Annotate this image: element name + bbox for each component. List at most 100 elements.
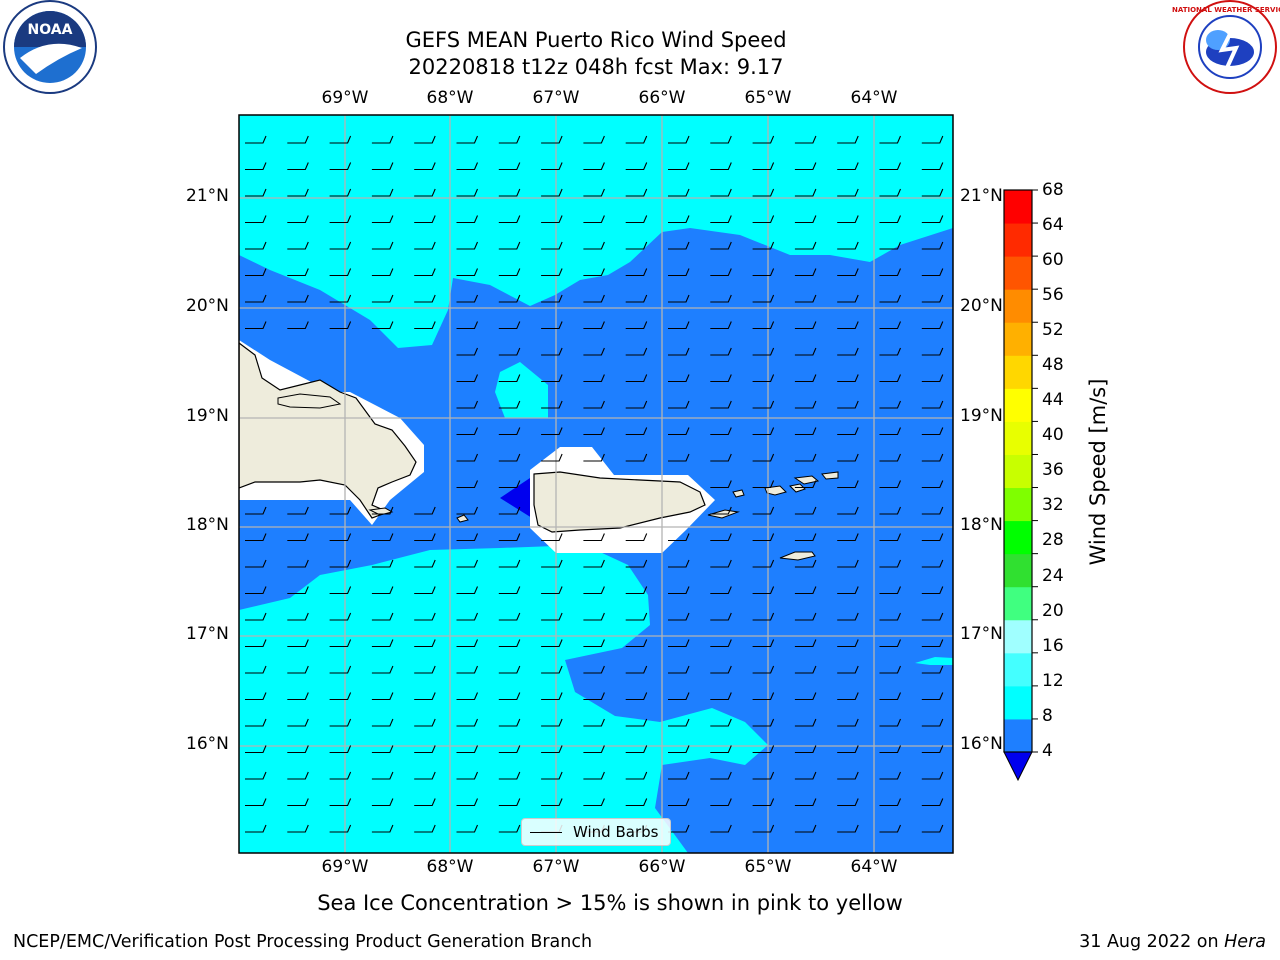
wind-barb <box>879 559 902 568</box>
wind-barb <box>329 639 352 648</box>
wind-barb <box>710 559 732 568</box>
wind-barb <box>710 824 732 833</box>
wind-barb <box>583 188 605 197</box>
wind-barb <box>752 745 775 754</box>
wind-barb <box>837 745 859 754</box>
wind-barb <box>668 798 690 807</box>
wind-barb <box>287 665 309 674</box>
wind-barb <box>456 612 479 621</box>
wind-barb <box>456 665 479 674</box>
wind-barb <box>921 241 944 250</box>
wind-barb <box>498 745 521 754</box>
wind-barb <box>287 215 309 224</box>
wind-barb <box>794 135 817 144</box>
wind-barb <box>837 347 859 356</box>
colorbar-label: Wind Speed [m/s] <box>1086 378 1110 566</box>
sea-ice-note: Sea Ice Concentration > 15% is shown in … <box>317 891 903 915</box>
lon-label-top: 67°W <box>532 88 580 108</box>
wind-barb <box>879 771 902 780</box>
lat-label-right: 17°N <box>960 624 1003 644</box>
wind-barb <box>541 215 563 224</box>
wind-barb <box>625 294 648 303</box>
lon-label-bottom: 68°W <box>426 857 474 877</box>
wind-barb <box>541 400 563 409</box>
wind-barb <box>921 665 944 674</box>
wind-barb <box>414 215 436 224</box>
wind-barb <box>371 586 394 595</box>
wind-barb <box>498 559 521 568</box>
colorbar-segment <box>1004 652 1032 687</box>
colorbar-tick-label: 16 <box>1042 636 1064 656</box>
wind-barb <box>710 718 732 727</box>
wind-barb <box>371 665 394 674</box>
wind-barb <box>879 506 902 515</box>
wind-barb <box>541 745 563 754</box>
colorbar-tick-label: 68 <box>1042 180 1064 200</box>
wind-barb <box>668 162 690 171</box>
wind-barb <box>752 586 775 595</box>
colorbar-segment <box>1004 190 1032 224</box>
wind-barb <box>456 824 479 833</box>
wind-barb <box>245 771 267 780</box>
land-saona <box>368 507 394 516</box>
wind-barb <box>498 400 521 409</box>
wind-barb <box>837 586 859 595</box>
wind-barb <box>921 824 944 833</box>
lon-label-top: 66°W <box>638 88 686 108</box>
chart-title: GEFS MEAN Puerto Rico Wind Speed <box>405 28 787 52</box>
lat-label-left: 18°N <box>186 515 229 535</box>
wind-barb <box>541 188 563 197</box>
wind-barb <box>329 612 352 621</box>
wind-barb <box>414 718 436 727</box>
wind-barb <box>583 586 605 595</box>
wind-barb <box>668 639 690 648</box>
wind-barb <box>837 294 859 303</box>
wind-barb <box>921 559 944 568</box>
wind-barb <box>541 612 563 621</box>
wind-barb <box>625 453 648 462</box>
legend-label: Wind Barbs <box>573 823 659 841</box>
wind-barb <box>498 612 521 621</box>
wind-barb <box>583 215 605 224</box>
wind-barb <box>414 241 436 250</box>
wind-barb <box>668 824 690 833</box>
wind-barb <box>541 374 563 383</box>
wind-barb <box>837 241 859 250</box>
wind-barb <box>583 162 605 171</box>
wind-barb <box>921 586 944 595</box>
land-tortola <box>793 475 820 485</box>
wind-barb <box>498 347 521 356</box>
wind-barb <box>498 162 521 171</box>
nws-logo-text: NATIONAL WEATHER SERVICE <box>1172 6 1280 14</box>
wind-barb <box>921 692 944 701</box>
wind-barb <box>329 665 352 674</box>
wind-barb <box>329 215 352 224</box>
lon-label-bottom: 69°W <box>321 857 369 877</box>
wind-barb <box>794 347 817 356</box>
wind-barb <box>625 771 648 780</box>
wind-barb <box>541 294 563 303</box>
wind-barb <box>414 321 436 330</box>
wind-barb <box>879 427 902 436</box>
wind-barb <box>752 294 775 303</box>
wind-barb <box>541 639 563 648</box>
wind-barb <box>921 400 944 409</box>
wind-barb <box>837 268 859 277</box>
wind-barb <box>837 824 859 833</box>
wind-barb <box>329 321 352 330</box>
chart-subtitle: 20220818 t12z 048h fcst Max: 9.17 <box>408 55 784 79</box>
wind-barb <box>245 241 267 250</box>
wind-barb <box>371 771 394 780</box>
wind-barb <box>541 135 563 144</box>
colorbar <box>1003 189 1038 782</box>
wind-barb <box>583 771 605 780</box>
wind-barb <box>794 162 817 171</box>
wind-barb <box>541 268 563 277</box>
wind-barb <box>371 162 394 171</box>
wind-barb <box>541 321 563 330</box>
wind-barb <box>879 294 902 303</box>
colorbar-segment <box>1004 619 1032 654</box>
wind-barb <box>329 771 352 780</box>
wind-barb <box>414 586 436 595</box>
wind-barb <box>245 506 267 515</box>
